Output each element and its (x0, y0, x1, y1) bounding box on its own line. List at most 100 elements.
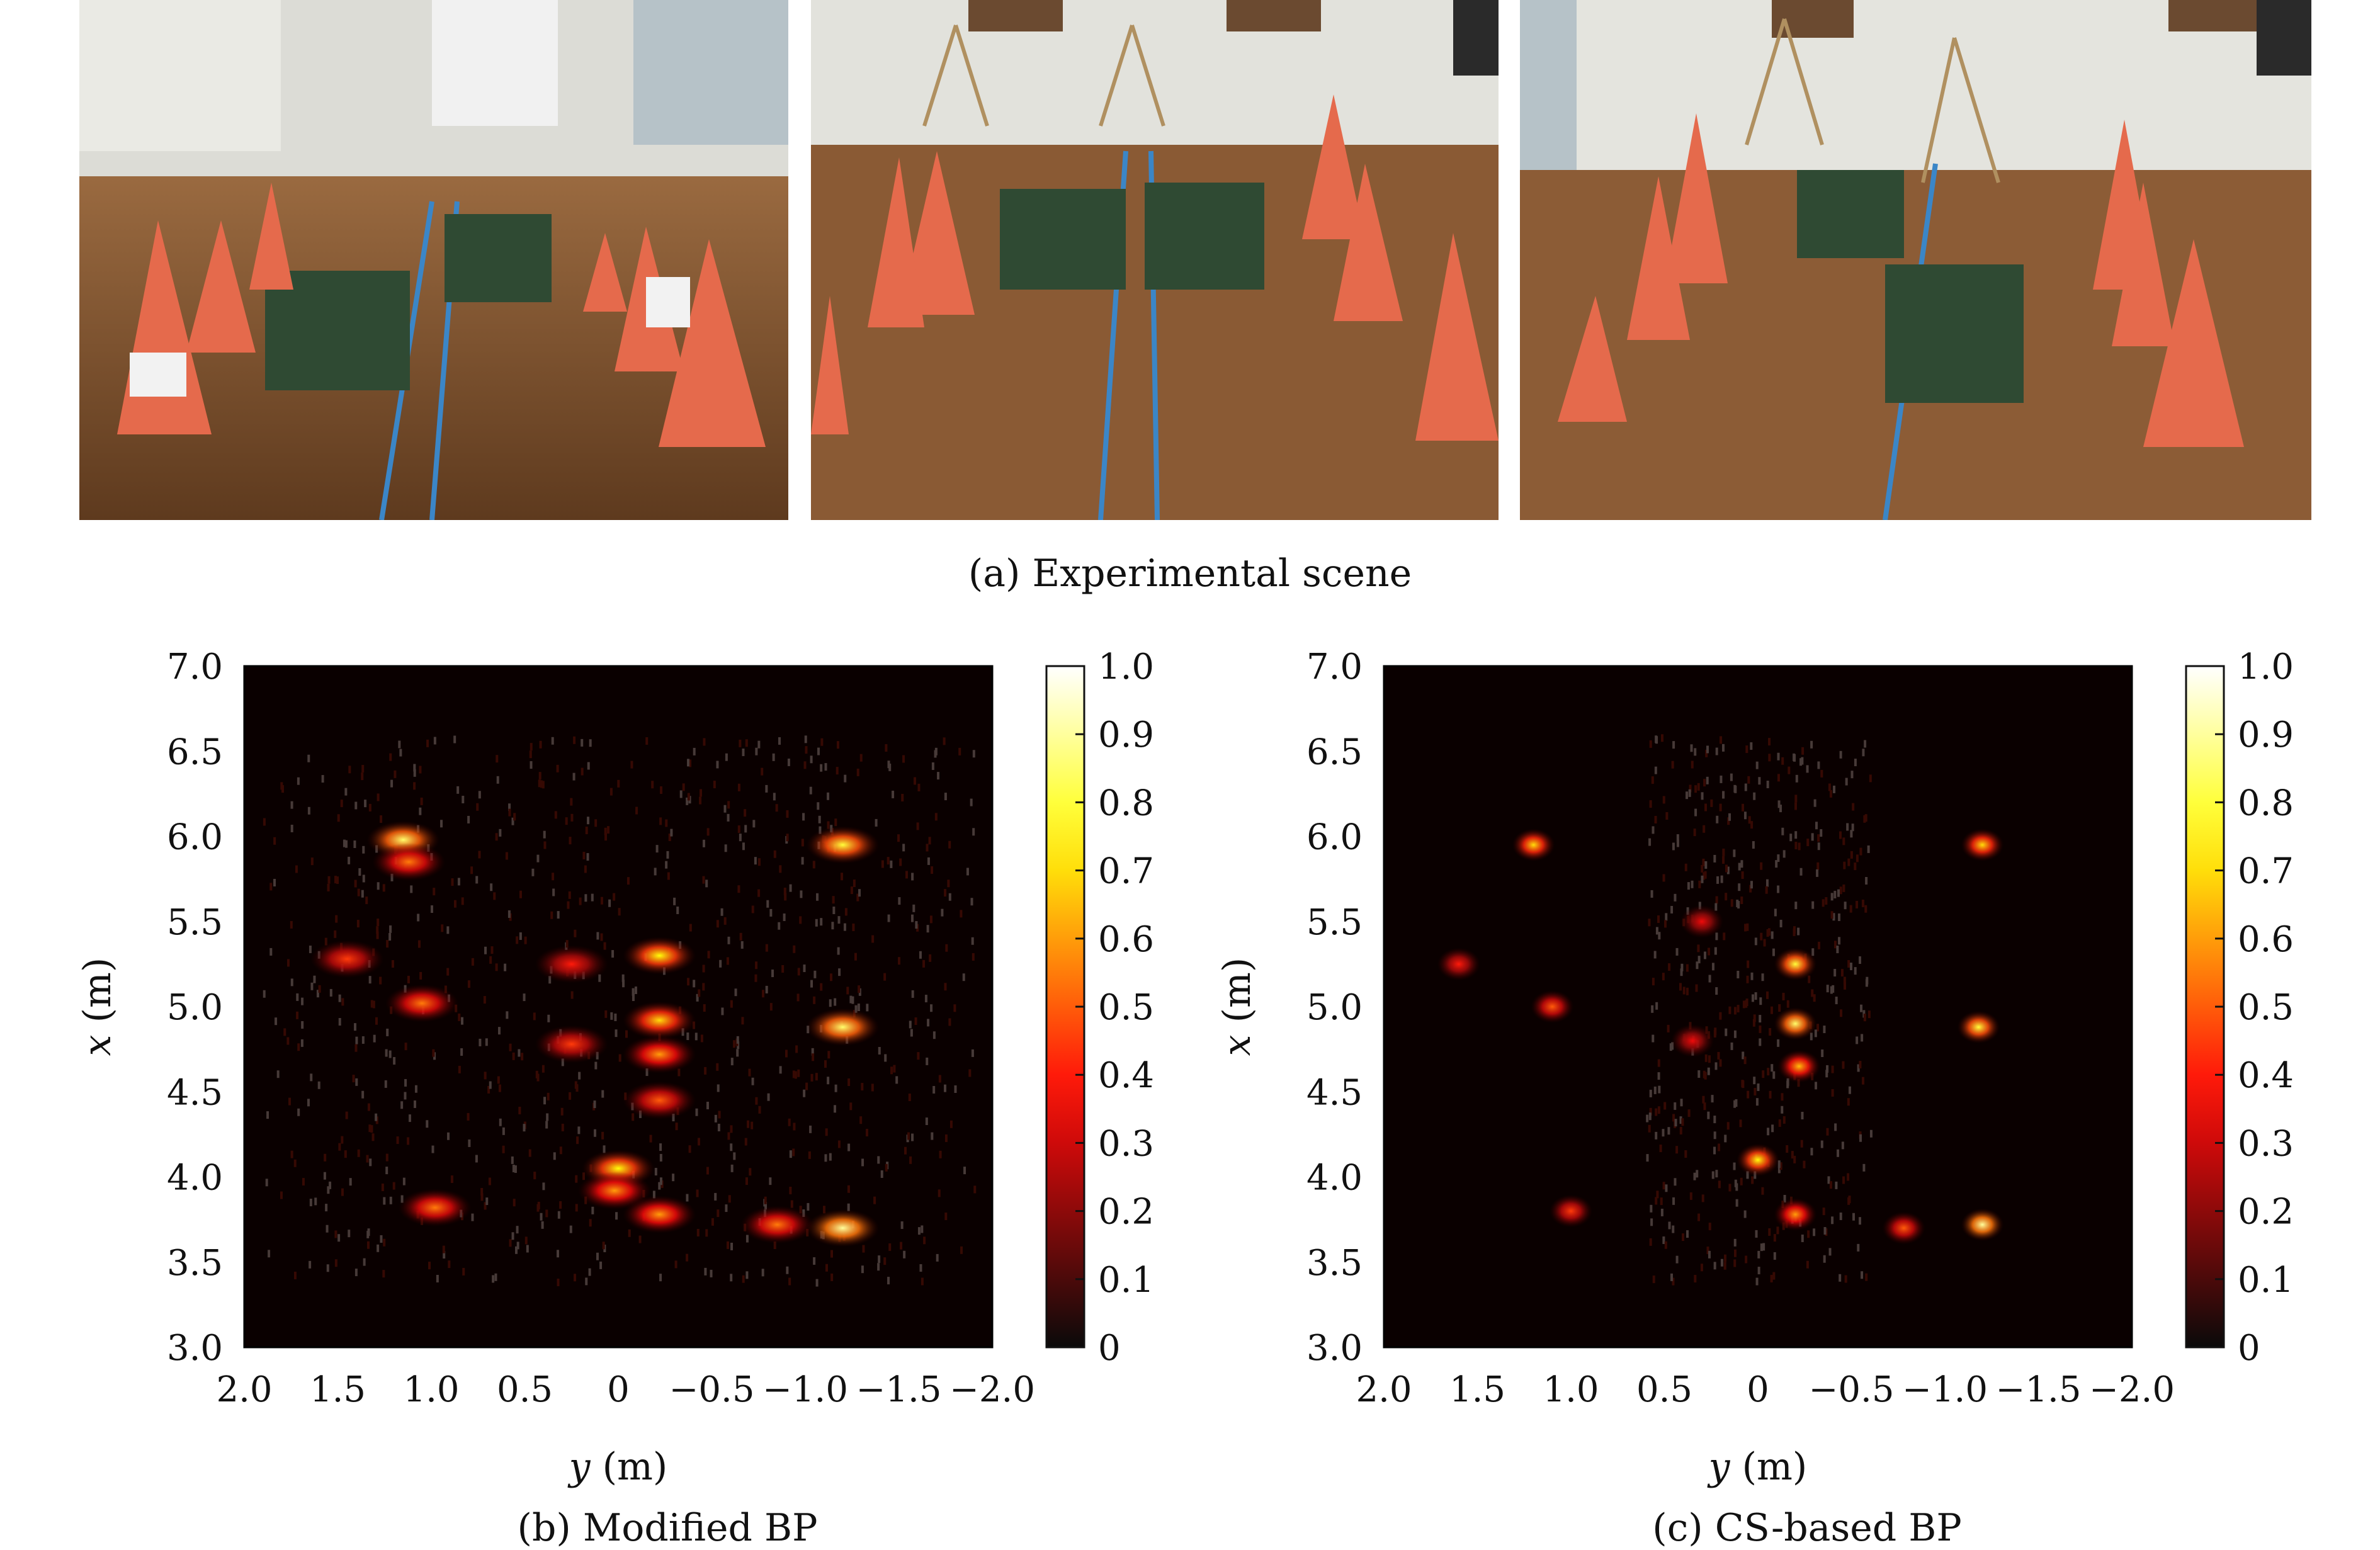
speckle (1680, 1099, 1683, 1107)
speckle (1795, 774, 1798, 783)
x-tick-label: −2.0 (2089, 1369, 2175, 1410)
speckle (1682, 1233, 1685, 1242)
speckle (321, 775, 324, 783)
heatmap-hotspot (806, 1008, 880, 1046)
heatmap-hotspot (578, 1172, 652, 1210)
speckle (461, 897, 464, 905)
speckle (757, 858, 761, 866)
speckle (1721, 744, 1725, 752)
speckle (519, 932, 522, 940)
speckle (674, 1260, 677, 1269)
speckle (1655, 1002, 1658, 1010)
speckle (827, 792, 830, 800)
speckle (672, 1174, 675, 1182)
speckle (582, 852, 586, 860)
speckle (1747, 960, 1750, 968)
speckle (1714, 903, 1718, 911)
speckle (742, 749, 745, 757)
speckle (930, 1004, 933, 1012)
speckle (1832, 913, 1835, 921)
x-tick-label: −1.0 (762, 1369, 848, 1410)
speckle (861, 1083, 864, 1091)
speckle (1655, 1197, 1658, 1205)
speckle (1841, 1141, 1844, 1150)
speckle (1748, 816, 1751, 824)
speckle (1651, 776, 1654, 784)
colorbar-tick-label: 0 (2238, 1328, 2260, 1369)
speckle (797, 968, 800, 976)
speckle (1670, 905, 1674, 914)
speckle (1691, 880, 1694, 888)
x-tick-label: −1.5 (1996, 1369, 2082, 1410)
speckle (578, 1072, 581, 1080)
speckle (1827, 1176, 1830, 1184)
speckle (263, 990, 266, 998)
speckle (1801, 1112, 1804, 1120)
speckle (1777, 752, 1780, 761)
speckle (1670, 1273, 1673, 1281)
speckle (541, 1221, 544, 1229)
heatmap-hotspot (1777, 1049, 1821, 1083)
speckle (1840, 1009, 1843, 1017)
speckle (1713, 1029, 1716, 1038)
speckle (834, 998, 837, 1006)
x-tick-label: −2.0 (949, 1369, 1035, 1410)
speckle (1765, 879, 1769, 887)
speckle (413, 764, 416, 772)
speckle (600, 933, 603, 941)
heatmap-hotspot (623, 936, 696, 975)
speckle (432, 1049, 435, 1057)
speckle (1701, 792, 1704, 800)
speckle (745, 1177, 748, 1185)
speckle (900, 1221, 904, 1230)
speckle (471, 1213, 474, 1221)
speckle (944, 1134, 948, 1142)
speckle (693, 747, 696, 755)
speckle (861, 1265, 864, 1274)
speckle (928, 837, 931, 845)
speckle (392, 1182, 395, 1190)
speckle (1762, 1070, 1765, 1078)
speckle (352, 1075, 355, 1083)
speckle (815, 919, 818, 927)
speckle (1865, 1273, 1868, 1281)
speckle (309, 1199, 312, 1207)
speckle (338, 1018, 341, 1026)
speckle (584, 865, 587, 873)
speckle (318, 985, 321, 993)
speckle (1686, 987, 1689, 995)
speckle (939, 1150, 942, 1158)
speckle (837, 916, 841, 924)
speckle (676, 906, 679, 914)
speckle (1865, 979, 1868, 987)
speckle (1844, 1275, 1847, 1283)
speckle (908, 1094, 911, 1102)
speckle (914, 777, 917, 785)
heatmap-hotspot (372, 843, 446, 881)
speckle (1667, 1024, 1670, 1032)
speckle (936, 1253, 939, 1262)
speckle (1842, 837, 1845, 846)
speckle (736, 1049, 739, 1057)
plot-frame (243, 665, 994, 1349)
speckle (1829, 1181, 1832, 1189)
speckle (514, 1165, 517, 1174)
y-tick-label: 3.5 (1306, 1243, 1363, 1284)
speckle (588, 1268, 591, 1276)
speckle (377, 1244, 380, 1252)
heatmap-hotspot (385, 984, 459, 1022)
speckle (487, 1085, 490, 1094)
speckle (348, 1230, 351, 1238)
speckle (508, 808, 511, 817)
speckle (730, 1143, 733, 1151)
speckle (1835, 997, 1838, 1005)
speckle (383, 1238, 386, 1247)
speckle (1679, 983, 1682, 991)
heatmap-hotspot (1961, 1208, 2004, 1242)
speckle (1651, 1005, 1654, 1013)
speckle (1759, 1025, 1762, 1033)
heatmap-hotspot (1512, 829, 1555, 862)
speckle (1860, 1004, 1863, 1012)
speckle (1820, 769, 1823, 778)
speckle (787, 758, 790, 766)
